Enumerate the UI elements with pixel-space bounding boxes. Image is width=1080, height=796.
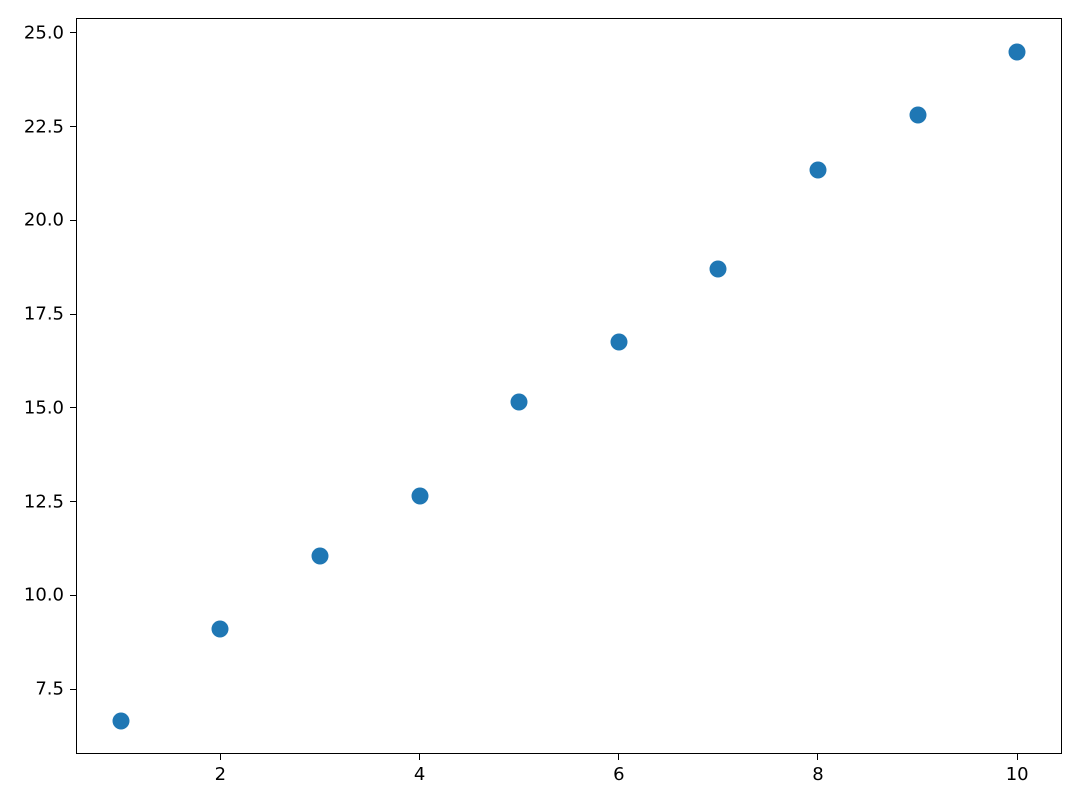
y-tick-label: 12.5: [24, 491, 64, 512]
x-tick-label: 4: [414, 764, 425, 785]
y-tick: [70, 314, 76, 315]
y-tick: [70, 220, 76, 221]
scatter-point: [511, 394, 528, 411]
y-tick: [70, 501, 76, 502]
x-tick-label: 8: [812, 764, 823, 785]
y-tick-label: 7.5: [35, 679, 64, 700]
x-tick-label: 6: [613, 764, 624, 785]
plot-area: [76, 18, 1062, 754]
x-tick: [220, 754, 221, 760]
y-tick-label: 20.0: [24, 210, 64, 231]
scatter-point: [1009, 43, 1026, 60]
scatter-point: [212, 621, 229, 638]
x-tick-label: 2: [215, 764, 226, 785]
x-tick-label: 10: [1006, 764, 1029, 785]
scatter-point: [909, 107, 926, 124]
y-tick: [70, 32, 76, 33]
x-tick: [419, 754, 420, 760]
y-tick-label: 25.0: [24, 22, 64, 43]
scatter-chart-figure: 2 4 6 8 10 7.5 10.0 12.5 15.0 17.5 20.0 22.5 25.0: [0, 0, 1080, 796]
scatter-point: [112, 713, 129, 730]
scatter-point: [610, 334, 627, 351]
x-tick: [1017, 754, 1018, 760]
scatter-point: [312, 548, 329, 565]
y-tick: [70, 689, 76, 690]
x-tick: [618, 754, 619, 760]
y-tick: [70, 407, 76, 408]
y-tick-label: 10.0: [24, 585, 64, 606]
scatter-point: [809, 161, 826, 178]
x-tick: [817, 754, 818, 760]
y-tick-label: 17.5: [24, 304, 64, 325]
scatter-point: [411, 488, 428, 505]
scatter-point: [710, 261, 727, 278]
y-tick: [70, 126, 76, 127]
y-tick-label: 22.5: [24, 116, 64, 137]
y-tick-label: 15.0: [24, 397, 64, 418]
y-tick: [70, 595, 76, 596]
